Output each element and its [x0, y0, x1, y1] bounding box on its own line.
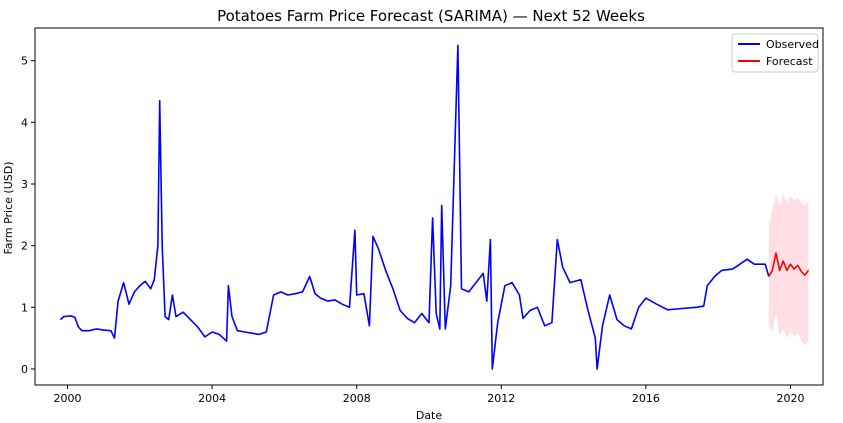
y-tick-label: 4 [21, 116, 28, 129]
x-axis-label: Date [416, 409, 443, 422]
chart-title: Potatoes Farm Price Forecast (SARIMA) — … [217, 7, 645, 25]
x-tick-label: 2020 [776, 392, 804, 405]
y-tick-label: 1 [21, 301, 28, 314]
x-tick-label: 2000 [54, 392, 82, 405]
confidence-band-layer [768, 193, 809, 346]
x-tick-label: 2008 [343, 392, 371, 405]
y-tick-label: 5 [21, 55, 28, 68]
plot-area [34, 27, 824, 386]
y-tick-label: 0 [21, 363, 28, 376]
y-tick-label: 3 [21, 178, 28, 191]
forecast-confidence-band [768, 193, 809, 346]
plot-frame [34, 27, 824, 386]
x-axis-ticks: 2000 2004 2008 2012 2016 2020 [54, 385, 804, 405]
x-tick-label: 2012 [487, 392, 515, 405]
y-tick-label: 2 [21, 240, 28, 253]
x-tick-label: 2004 [198, 392, 226, 405]
legend-forecast-label: Forecast [766, 55, 813, 68]
series-layer [59, 44, 810, 370]
series-line-forecast [768, 252, 810, 277]
x-tick-label: 2016 [632, 392, 660, 405]
legend: Observed Forecast [731, 33, 819, 73]
series-line-observed [59, 44, 770, 370]
y-axis-ticks: 0 1 2 3 4 5 [21, 55, 35, 376]
legend-observed-label: Observed [766, 38, 819, 51]
y-axis-label: Farm Price (USD) [2, 161, 15, 254]
